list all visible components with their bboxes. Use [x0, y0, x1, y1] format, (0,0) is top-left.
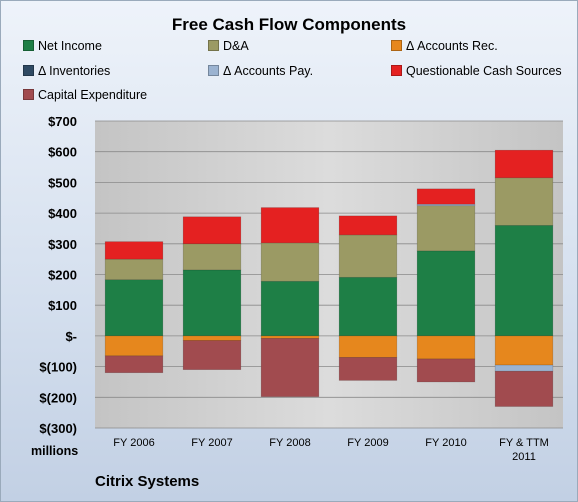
- bar-segment: [416, 250, 476, 337]
- legend-item: Δ Inventories: [23, 64, 110, 78]
- legend-item: Questionable Cash Sources: [391, 64, 562, 78]
- x-tick-label: FY 2006: [113, 437, 154, 449]
- bar-segment: [416, 188, 476, 205]
- legend-item: Net Income: [23, 39, 102, 53]
- legend-swatch: [208, 65, 219, 76]
- bar-segment: [260, 335, 320, 339]
- legend-label: D&A: [223, 39, 249, 53]
- legend-label: Δ Accounts Pay.: [223, 64, 314, 78]
- bar-segment: [338, 215, 398, 236]
- legend-item: Capital Expenditure: [23, 88, 147, 102]
- y-tick-label: $600: [48, 145, 77, 160]
- legend-label: Capital Expenditure: [38, 88, 148, 102]
- bar-segment: [416, 358, 476, 383]
- y-tick-label: $(200): [39, 390, 77, 405]
- bar-segment: [104, 335, 164, 357]
- x-tick-label: FY 2008: [269, 437, 310, 449]
- bar-segment: [494, 370, 554, 407]
- legend-item: D&A: [208, 39, 249, 53]
- bar-segment: [182, 340, 242, 370]
- x-tick-label: FY 2009: [347, 437, 388, 449]
- bar-segment: [182, 335, 242, 341]
- bar-segment: [494, 335, 554, 366]
- x-tick-label: 2011: [512, 451, 536, 463]
- bar-segment: [182, 243, 242, 271]
- bar-segment: [338, 276, 398, 337]
- y-tick-label: $(100): [39, 360, 77, 375]
- legend-label: Net Income: [38, 39, 102, 53]
- bar-segment: [338, 335, 398, 358]
- legend-swatch: [23, 89, 34, 100]
- legend-label: Δ Accounts Rec.: [406, 39, 498, 53]
- bar-segment: [338, 234, 398, 278]
- bar-segment: [260, 242, 320, 282]
- bar-segment: [494, 177, 554, 226]
- y-tick-label: $(300): [39, 421, 77, 436]
- bar-segment: [104, 241, 164, 260]
- bar-segment: [260, 207, 320, 244]
- bar-segment: [104, 279, 164, 337]
- x-tick-label: FY 2007: [191, 437, 232, 449]
- legend-label: Δ Inventories: [38, 64, 111, 78]
- y-tick-label: $700: [48, 114, 77, 129]
- legend-swatch: [208, 40, 219, 51]
- y-tick-label: $300: [48, 237, 77, 252]
- bar-segment: [260, 338, 320, 397]
- y-tick-label: $-: [65, 329, 77, 344]
- legend-swatch: [391, 65, 402, 76]
- legend-swatch: [23, 65, 34, 76]
- y-axis-unit-label: millions: [31, 444, 79, 458]
- y-tick-label: $500: [48, 175, 77, 190]
- bar-segment: [494, 364, 554, 372]
- y-tick-label: $100: [48, 298, 77, 313]
- legend-swatch: [23, 40, 34, 51]
- bar-segment: [182, 216, 242, 245]
- legend-item: Δ Accounts Rec.: [391, 39, 498, 53]
- chart-title: Free Cash Flow Components: [171, 15, 407, 34]
- y-tick-label: $400: [48, 206, 77, 221]
- y-tick-label: $200: [48, 268, 77, 283]
- legend-swatch: [391, 40, 402, 51]
- bar-segment: [494, 149, 554, 179]
- bar-segment: [104, 258, 164, 281]
- company-name: Citrix Systems: [95, 473, 200, 490]
- bar-segment: [494, 225, 554, 337]
- bar-segment: [104, 355, 164, 374]
- bar-segment: [338, 357, 398, 381]
- legend-label: Questionable Cash Sources: [406, 64, 562, 78]
- bar-segment: [260, 280, 320, 337]
- x-tick-label: FY & TTM: [499, 437, 549, 449]
- bar-segment: [416, 335, 476, 360]
- x-tick-label: FY 2010: [425, 437, 466, 449]
- bar-segment: [416, 205, 476, 252]
- bar-segment: [182, 269, 242, 337]
- legend-item: Δ Accounts Pay.: [208, 64, 313, 78]
